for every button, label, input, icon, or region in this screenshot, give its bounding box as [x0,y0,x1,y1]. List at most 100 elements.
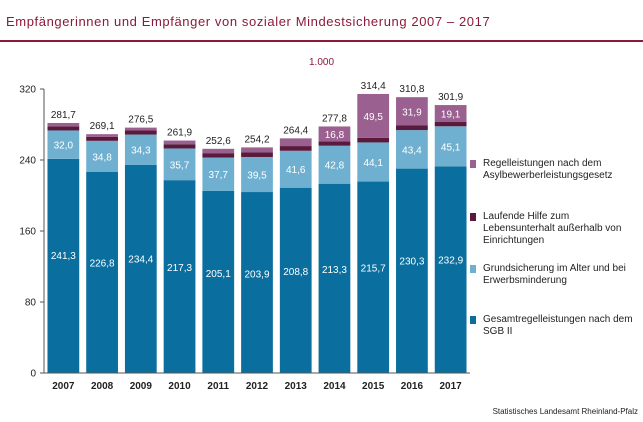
x-tick-label: 2009 [130,381,153,392]
bar-segment [396,168,428,373]
bar-segment [318,141,351,146]
bar-segment [434,166,467,373]
bar-segment [357,93,390,138]
total-label: 261,9 [167,128,192,139]
bar-segment [318,126,351,142]
data-label: 203,9 [244,269,269,280]
x-tick-label: 2007 [52,381,75,392]
chart-title: Empfängerinnen und Empfänger von soziale… [6,14,491,29]
data-label: 208,8 [283,267,308,278]
source-note: Statistisches Landesamt Rheinland-Pfalz [492,407,638,416]
x-tick-label: 2008 [91,381,114,392]
bar-segment [124,130,157,135]
total-label: 281,7 [51,110,76,121]
data-label: 226,8 [90,258,115,269]
bar-segment [396,125,428,131]
bar-segment [241,192,273,373]
bar-segment [279,146,312,151]
x-tick-label: 2015 [362,381,385,392]
bar-segment [47,158,80,373]
bar-segment [357,181,390,373]
legend-label: Regelleistungen nach dem Asylbewerberlei… [483,158,613,181]
data-label: 37,7 [209,170,229,181]
bar-segment [202,157,235,191]
bar-segment [241,147,273,153]
data-label: 42,8 [325,161,345,172]
bar-segment [434,122,467,127]
bar-segment [241,156,273,193]
bar-segment [163,180,196,373]
data-label: 234,4 [128,255,153,266]
bar-segment [47,126,80,131]
x-tick-label: 2012 [246,381,269,392]
bar-segment [163,144,196,149]
data-label: 34,3 [131,146,151,157]
bar-segment [124,134,157,165]
bar-segment [434,105,467,123]
y-tick-label: 80 [25,298,37,309]
total-label: 314,4 [361,81,386,92]
y-tick-label: 320 [19,85,36,96]
data-label: 34,8 [92,152,112,163]
legend-swatch [470,316,476,324]
data-label: 215,7 [361,264,386,275]
x-tick-label: 2013 [285,381,308,392]
data-label: 230,3 [399,257,424,268]
total-label: 264,4 [283,125,308,136]
bar-segment [279,138,312,147]
data-label: 31,9 [402,107,422,118]
data-label: 49,5 [363,112,383,123]
bar-segment [396,97,428,126]
title-rule [0,40,643,42]
bar-segment [124,127,157,131]
data-label: 45,1 [441,142,461,153]
legend-swatch [470,265,476,273]
bar-segment [357,142,390,182]
data-label: 41,6 [286,165,306,176]
total-label: 301,9 [438,92,463,103]
data-label: 19,1 [441,110,461,121]
legend-label: Gesamtregelleistungen nach dem SGB II [483,314,633,337]
bar-segment [318,145,351,184]
bar-segment [202,153,235,158]
y-tick-label: 0 [30,369,36,380]
bar-segment [47,130,80,159]
unit-label: 1.000 [308,57,335,68]
bar-segment [357,137,390,143]
total-label: 276,5 [128,115,153,126]
bar-segment [434,126,467,167]
data-label: 205,1 [206,269,231,280]
x-tick-label: 2014 [323,381,346,392]
total-label: 254,2 [244,134,269,145]
bar-segment [279,187,312,373]
bar-segment [318,183,351,373]
data-label: 39,5 [247,171,267,182]
data-label: 32,0 [54,141,74,152]
bar-segment [163,148,196,181]
y-tick-label: 240 [19,156,36,167]
bar-segment [202,148,235,154]
legend-label: Grundsicherung im Alter und bei Erwerbsm… [483,263,626,286]
data-label: 16,8 [325,130,345,141]
total-label: 252,6 [206,136,231,147]
data-label: 217,3 [167,263,192,274]
bar-segment [47,122,80,127]
bar-segment [86,140,118,172]
bar-segment [124,164,157,373]
x-tick-label: 2010 [168,381,191,392]
data-label: 232,9 [438,255,463,266]
legend-label: Laufende Hilfe zum Lebensunterhalt außer… [483,211,622,246]
legend-swatch [470,160,476,168]
bar-segment [202,190,235,373]
total-label: 277,8 [322,113,347,124]
x-tick-label: 2011 [207,381,229,392]
bar-segment [279,150,312,188]
data-label: 35,7 [170,160,190,171]
data-label: 213,3 [322,265,347,276]
total-label: 269,1 [90,121,115,132]
data-label: 43,4 [402,145,422,156]
data-label: 241,3 [51,251,76,262]
legend-swatch [470,213,476,221]
bar-segment [86,136,118,141]
